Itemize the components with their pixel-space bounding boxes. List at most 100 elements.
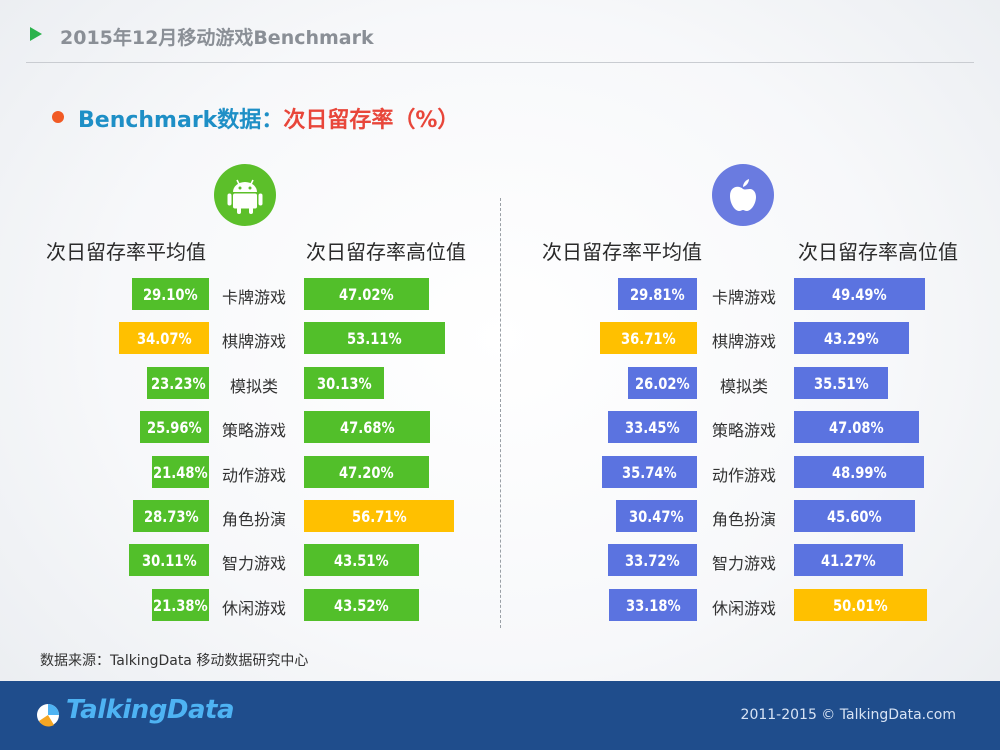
android-avg-bar: 30.11% [129, 544, 209, 576]
android-avg-bar: 23.23% [147, 367, 209, 399]
ios-avg-value-label: 36.71% [621, 328, 676, 348]
ios-high-header: 次日留存率高位值 [798, 240, 958, 264]
ios-high-value-label: 49.49% [832, 284, 887, 304]
ios-avg-value-label: 29.81% [630, 284, 685, 304]
ios-high-bar: 43.29% [794, 322, 909, 354]
android-high-bar: 56.71% [304, 500, 455, 532]
ios-avg-value-label: 33.72% [624, 550, 680, 570]
ios-avg-bar: 33.18% [609, 589, 697, 621]
android-avg-bar: 21.48% [152, 456, 209, 488]
ios-category-label: 动作游戏 [711, 466, 776, 485]
copyright: 2011-2015 © TalkingData.com [740, 707, 956, 723]
android-high-bar: 47.02% [304, 278, 429, 310]
header-divider [26, 62, 974, 63]
android-high-value-label: 47.68% [339, 417, 395, 437]
android-high-bar: 43.52% [304, 589, 420, 621]
android-category-label: 模拟类 [229, 377, 278, 396]
android-high-bar: 47.20% [304, 456, 430, 488]
android-high-bar: 43.51% [304, 544, 420, 576]
android-avg-bar: 25.96% [140, 411, 209, 443]
apple-icon [712, 164, 774, 226]
bullet-dot-icon [52, 111, 64, 123]
ios-avg-bar: 30.47% [616, 500, 697, 532]
ios-category-label: 策略游戏 [711, 421, 776, 440]
android-avg-value-label: 21.48% [153, 462, 208, 482]
android-icon [214, 164, 276, 226]
android-avg-value-label: 28.73% [143, 506, 199, 526]
android-category-label: 策略游戏 [221, 421, 286, 440]
ios-high-value-label: 43.29% [824, 328, 879, 348]
ios-high-value-label: 48.99% [831, 462, 887, 482]
ios-category-label: 角色扮演 [711, 510, 776, 529]
ios-avg-bar: 36.71% [599, 322, 697, 354]
android-high-value-label: 47.02% [338, 284, 394, 304]
ios-avg-bar: 29.81% [618, 278, 697, 310]
android-avg-bar: 21.38% [152, 589, 209, 621]
android-avg-header: 次日留存率平均值 [46, 240, 206, 264]
chart-subtitle: Benchmark数据：次日留存率（%） [78, 102, 459, 134]
header: 2015年12月移动游戏Benchmark [0, 0, 1000, 64]
talkingdata-logo [37, 704, 59, 727]
ios-high-value-label: 50.01% [832, 595, 888, 615]
ios-high-bar: 50.01% [794, 589, 927, 621]
android-avg-value-label: 23.23% [150, 373, 206, 393]
android-avg-value-label: 21.38% [153, 595, 208, 615]
ios-avg-bar: 35.74% [602, 456, 697, 488]
ios-category-label: 休闲游戏 [711, 599, 776, 618]
logo-text: TalkingData [66, 695, 235, 725]
data-source-note: 数据来源：TalkingData 移动数据研究中心 [40, 653, 309, 669]
ios-avg-bar: 33.45% [608, 411, 697, 443]
ios-high-value-label: 41.27% [821, 550, 877, 570]
android-high-value-label: 43.52% [334, 595, 389, 615]
panel-divider [500, 198, 501, 628]
ios-high-bar: 48.99% [794, 456, 924, 488]
ios-high-bar: 47.08% [794, 411, 919, 443]
android-high-value-label: 53.11% [347, 328, 402, 348]
android-high-bar: 47.68% [304, 411, 431, 443]
subtitle-part1: Benchmark数据： [78, 108, 284, 133]
ios-category-label: 棋牌游戏 [711, 332, 776, 351]
android-high-value-label: 30.13% [316, 373, 372, 393]
android-category-label: 卡牌游戏 [221, 288, 286, 307]
android-category-label: 棋牌游戏 [221, 332, 286, 351]
android-avg-value-label: 29.10% [143, 284, 198, 304]
ios-high-bar: 45.60% [794, 500, 915, 532]
android-avg-bar: 28.73% [132, 500, 209, 532]
android-category-label: 动作游戏 [221, 466, 286, 485]
ios-category-label: 智力游戏 [711, 554, 776, 573]
android-high-bar: 30.13% [304, 367, 384, 399]
android-avg-bar: 34.07% [118, 322, 209, 354]
ios-high-value-label: 35.51% [813, 373, 869, 393]
ios-high-bar: 49.49% [794, 278, 926, 310]
ios-avg-bar: 33.72% [607, 544, 697, 576]
subtitle-part2: 次日留存率（%） [283, 108, 460, 133]
android-avg-value-label: 25.96% [147, 417, 202, 437]
ios-high-bar: 41.27% [794, 544, 904, 576]
ios-avg-value-label: 33.18% [625, 595, 681, 615]
ios-category-label: 卡牌游戏 [711, 288, 776, 307]
play-arrow-icon [30, 27, 42, 41]
android-high-bar: 53.11% [304, 322, 445, 354]
footer: TalkingData 2011-2015 © TalkingData.com [0, 681, 1000, 750]
android-high-value-label: 43.51% [334, 550, 389, 570]
ios-high-value-label: 45.60% [827, 506, 882, 526]
page-title: 2015年12月移动游戏Benchmark [60, 27, 374, 49]
ios-avg-header: 次日留存率平均值 [542, 240, 702, 264]
android-avg-value-label: 34.07% [136, 328, 192, 348]
ios-avg-bar: 26.02% [628, 367, 697, 399]
ios-avg-value-label: 30.47% [629, 506, 684, 526]
android-avg-bar: 29.10% [131, 278, 209, 310]
ios-high-value-label: 47.08% [829, 417, 884, 437]
ios-category-label: 模拟类 [719, 377, 768, 396]
ios-avg-value-label: 33.45% [625, 417, 680, 437]
ios-high-bar: 35.51% [794, 367, 889, 399]
android-high-value-label: 56.71% [351, 506, 407, 526]
android-high-header: 次日留存率高位值 [306, 240, 466, 264]
android-category-label: 智力游戏 [221, 554, 286, 573]
android-high-value-label: 47.20% [339, 462, 394, 482]
android-category-label: 角色扮演 [221, 510, 286, 529]
android-category-label: 休闲游戏 [221, 599, 286, 618]
android-avg-value-label: 30.11% [141, 550, 197, 570]
ios-avg-value-label: 35.74% [622, 462, 677, 482]
ios-avg-value-label: 26.02% [635, 373, 690, 393]
